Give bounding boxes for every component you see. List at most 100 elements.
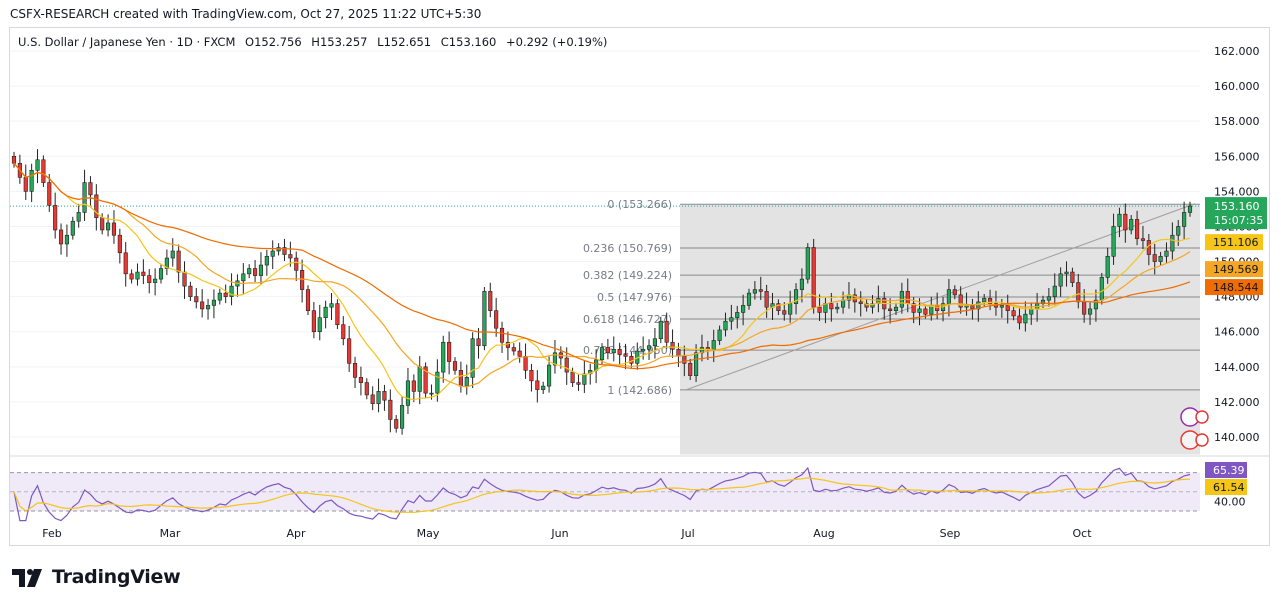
- candle-body: [435, 371, 440, 394]
- candle-body: [817, 306, 822, 313]
- candle-body: [782, 310, 787, 315]
- candle-body: [876, 298, 881, 304]
- candle-body: [29, 170, 34, 192]
- time-axis-label: May: [417, 527, 440, 540]
- candle-body: [793, 289, 799, 304]
- time-axis-label: Feb: [42, 527, 61, 540]
- time-axis-label: Aug: [813, 527, 834, 540]
- candle-body: [388, 399, 393, 420]
- candle-body: [1105, 255, 1110, 278]
- ma-value-badge: [1205, 261, 1263, 278]
- candle-body: [1029, 308, 1034, 315]
- candle-body: [100, 217, 105, 231]
- candle-body: [217, 292, 222, 301]
- candle-body: [1123, 213, 1128, 231]
- candle-body: [347, 338, 352, 364]
- time-axis-label: Jul: [680, 527, 694, 540]
- candle-body: [1005, 305, 1010, 311]
- candle-body: [646, 345, 652, 350]
- candle-body: [288, 254, 293, 259]
- candle-body: [923, 308, 928, 315]
- candle-body: [641, 348, 646, 352]
- candle-body: [423, 366, 428, 394]
- candle-body: [394, 419, 399, 429]
- candle-body: [188, 285, 193, 297]
- candle-body: [505, 341, 510, 348]
- candle-body: [1070, 271, 1075, 283]
- candle-body: [153, 278, 158, 283]
- candle-body: [1164, 250, 1169, 257]
- ma-value-badge: [1205, 234, 1263, 251]
- candle-body: [835, 306, 840, 310]
- tradingview-brand: TradingView: [52, 566, 181, 588]
- candle-body: [511, 347, 516, 352]
- price-axis-label: 158.000: [1214, 115, 1260, 128]
- candle-body: [811, 247, 816, 308]
- candle-body: [106, 222, 111, 231]
- candle-body: [694, 352, 699, 376]
- candle-body: [729, 317, 734, 322]
- rsi-axis-label: 40.00: [1214, 495, 1246, 508]
- chart-frame: [9, 27, 1270, 546]
- ma-value-badge: [1205, 279, 1263, 296]
- rsi-value-label: 65.39: [1213, 464, 1245, 477]
- rsi-line: [13, 466, 1191, 522]
- candle-body: [1176, 226, 1181, 236]
- candle-body: [552, 352, 558, 366]
- candle-body: [952, 289, 957, 296]
- candle-body: [129, 273, 134, 280]
- candle-body: [1170, 234, 1175, 252]
- candle-body: [494, 310, 499, 329]
- candle-body: [1023, 313, 1028, 324]
- candle-body: [447, 341, 452, 362]
- candle-body: [682, 355, 687, 364]
- candle-body: [352, 363, 358, 378]
- candle-body: [364, 382, 369, 396]
- last-price-badge: [1205, 197, 1267, 230]
- legend-change: +0.292 (+0.19%): [506, 35, 608, 49]
- price-axis-label: 144.000: [1214, 361, 1260, 374]
- price-axis-label: 154.000: [1214, 185, 1260, 198]
- rsi-value-badge: [1205, 462, 1247, 478]
- tradingview-logo[interactable]: TradingView: [12, 566, 181, 588]
- candle-body: [1064, 271, 1069, 275]
- candle-body: [946, 289, 951, 304]
- legend-close: C153.160: [440, 35, 497, 49]
- candle-body: [253, 268, 258, 276]
- candle-body: [311, 310, 316, 333]
- candle-body: [570, 371, 575, 383]
- candle-body: [1082, 301, 1087, 315]
- candle-body: [229, 285, 234, 297]
- candle-body: [1117, 213, 1122, 227]
- candle-body: [117, 234, 122, 254]
- candle-body: [623, 354, 628, 357]
- candle-body: [282, 247, 287, 255]
- price-axis-label: 146.000: [1214, 326, 1260, 339]
- candle-body: [599, 347, 605, 361]
- legend-open: O152.756: [245, 35, 302, 49]
- candle-body: [970, 305, 975, 310]
- price-axis-label: 156.000: [1214, 150, 1260, 163]
- candle-body: [788, 303, 793, 315]
- candle-body: [888, 308, 893, 311]
- candle-body: [482, 291, 487, 347]
- candle-body: [652, 338, 657, 347]
- candle-body: [582, 373, 587, 385]
- candle-body: [1046, 296, 1051, 301]
- candle-body: [664, 320, 669, 343]
- candle-body: [958, 294, 963, 308]
- candle-body: [541, 385, 546, 390]
- candle-body: [241, 273, 246, 282]
- legend-low: L152.651: [377, 35, 432, 49]
- fib-level-label: 0.382 (149.224): [583, 269, 672, 282]
- candle-body: [123, 252, 128, 275]
- candle-body: [317, 317, 322, 333]
- candle-body: [382, 391, 387, 401]
- candle-body: [1129, 219, 1134, 231]
- symbol-title[interactable]: U.S. Dollar / Japanese Yen · 1D · FXCM: [18, 35, 236, 49]
- candle-body: [676, 348, 681, 357]
- candle-body: [829, 303, 834, 310]
- candle-body: [458, 370, 463, 387]
- candle-body: [1135, 219, 1140, 240]
